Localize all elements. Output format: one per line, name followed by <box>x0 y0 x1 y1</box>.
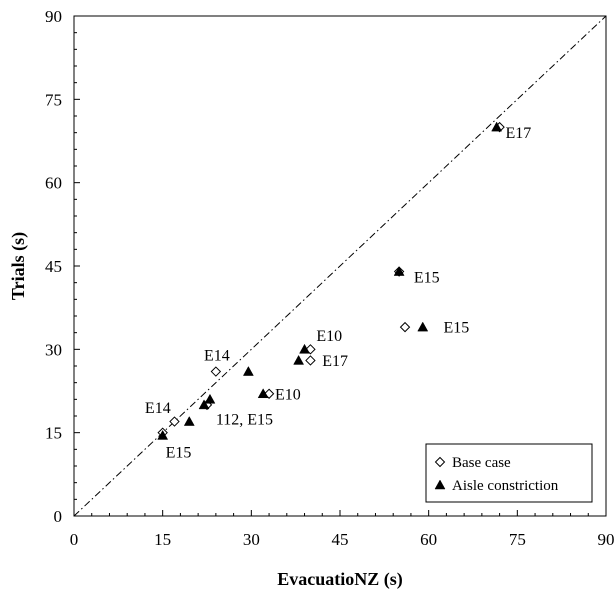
x-tick-label: 45 <box>332 530 349 549</box>
legend-box <box>425 443 593 503</box>
aisle-constriction-point <box>417 321 429 332</box>
point-annotation: E10 <box>275 386 301 403</box>
x-tick-label: 75 <box>509 530 526 549</box>
base-case-point <box>169 416 180 427</box>
x-axis-title: EvacuatioNZ (s) <box>277 569 403 590</box>
point-annotation: E15 <box>166 445 192 462</box>
legend: Base case Aisle constriction <box>425 443 593 503</box>
aisle-constriction-point <box>157 429 169 440</box>
point-annotation: E17 <box>322 353 348 370</box>
base-case-point <box>305 355 316 366</box>
point-annotation: E15 <box>414 270 440 287</box>
point-annotation: 112, E15 <box>216 411 273 428</box>
point-annotation: E14 <box>145 400 171 417</box>
legend-diamond-icon <box>434 456 446 468</box>
aisle-constriction-point <box>183 416 195 426</box>
aisle-constriction-point <box>242 366 254 376</box>
point-annotation: E15 <box>443 320 469 337</box>
reference-line <box>73 15 607 517</box>
point-annotation: E14 <box>204 347 230 364</box>
aisle-constriction-point <box>299 343 310 354</box>
aisle-constriction-point <box>393 266 405 276</box>
legend-label: Base case <box>452 455 511 471</box>
x-tick-label: 0 <box>70 530 79 549</box>
y-tick-label: 60 <box>45 174 62 193</box>
x-tick-label: 60 <box>420 530 437 549</box>
x-tick-label: 30 <box>243 530 260 549</box>
point-annotation: E10 <box>316 328 342 345</box>
y-tick-label: 75 <box>45 90 62 109</box>
y-tick-label: 0 <box>54 507 63 526</box>
x-tick-label: 15 <box>154 530 171 549</box>
plot-area: 0 15 30 45 60 75 90 0 15 30 45 60 75 90 E17 E15 E15 E10 E1… <box>45 7 615 549</box>
legend-triangle-icon <box>434 479 446 490</box>
point-annotation: E17 <box>506 125 532 142</box>
legend-label: Aisle constriction <box>452 478 559 494</box>
y-tick-label: 15 <box>45 424 62 443</box>
x-tick-label: 90 <box>598 530 615 549</box>
base-case-point <box>210 366 222 377</box>
aisle-constriction-point <box>491 121 503 132</box>
y-axis-title: Trials (s) <box>8 232 29 300</box>
aisle-constriction-point <box>204 393 216 404</box>
aisle-constriction-point <box>293 354 305 365</box>
y-tick-label: 90 <box>45 7 62 26</box>
y-tick-label: 45 <box>45 257 62 276</box>
aisle-constriction-point <box>198 399 210 410</box>
y-tick-label: 30 <box>45 340 62 359</box>
base-case-point <box>399 321 411 333</box>
aisle-constriction-point <box>257 388 269 399</box>
